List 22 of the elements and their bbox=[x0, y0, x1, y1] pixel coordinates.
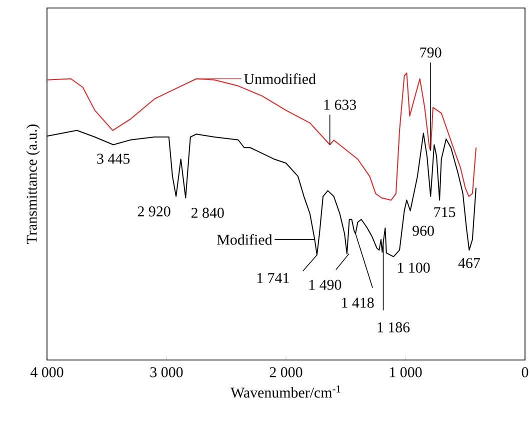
annotation: 1 490 bbox=[309, 280, 342, 290]
x-tick-label: 3 000 bbox=[150, 367, 183, 378]
text: Modified bbox=[217, 234, 272, 245]
annotation: 1 633 bbox=[324, 100, 356, 110]
x-tick-label: 4 000 bbox=[30, 367, 64, 378]
y-axis-title: Transmittance (a.u.) bbox=[26, 124, 40, 244]
x-tick-label: 2 000 bbox=[270, 367, 302, 378]
annotation: 790 bbox=[420, 47, 442, 58]
x-tick-label: 1 000 bbox=[390, 367, 422, 378]
legend-label: Unmodified bbox=[244, 73, 316, 84]
annotation: 2 840 bbox=[191, 208, 224, 218]
annotation: 2 920 bbox=[138, 206, 170, 216]
annotation: 1 418 bbox=[342, 298, 374, 308]
annotation: 3 445 bbox=[97, 154, 130, 164]
annotation: 715 bbox=[434, 207, 456, 218]
annotation: 467 bbox=[458, 258, 480, 268]
annotation: 960 bbox=[412, 226, 434, 236]
annotation: 1 741 bbox=[257, 273, 289, 283]
annotation: 1 100 bbox=[398, 262, 430, 273]
x-axis-title: Wavenumber/cm$^{-1}$ bbox=[230, 385, 340, 398]
x-tick-label: 0 bbox=[522, 367, 528, 378]
annotation: 1 186 bbox=[378, 322, 410, 332]
